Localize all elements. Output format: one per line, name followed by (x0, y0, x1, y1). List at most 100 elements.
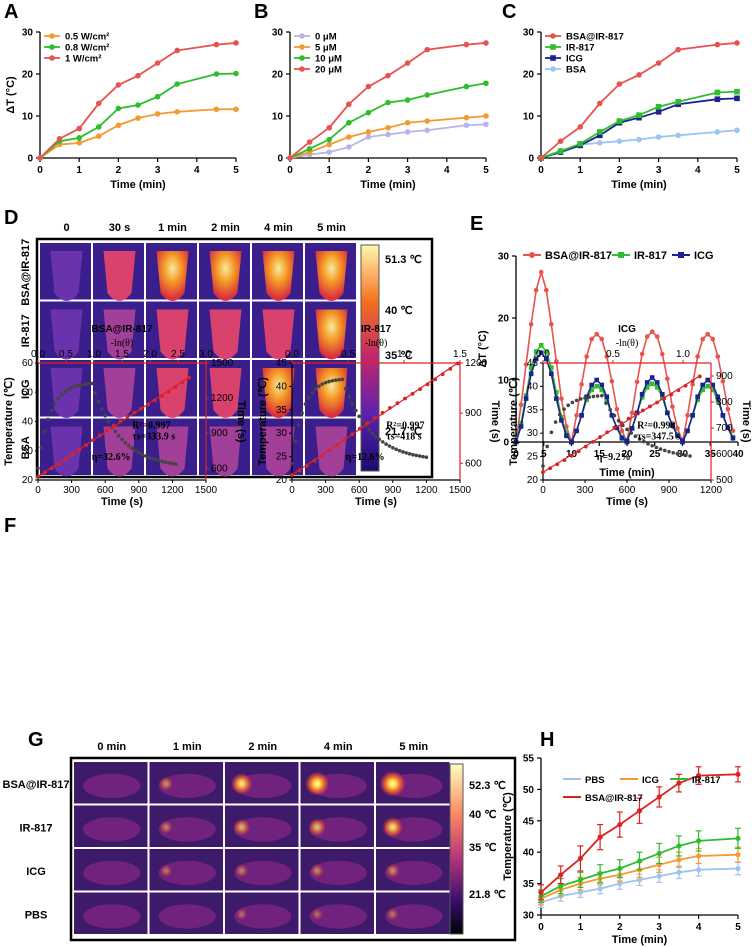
data-point (617, 881, 623, 887)
row-label: IR-817 (19, 822, 52, 834)
data-point (326, 124, 333, 131)
data-point (365, 109, 372, 116)
legend-marker (550, 44, 556, 50)
x-tick-label: 1 (577, 165, 583, 176)
data-point (584, 397, 589, 403)
y-tick-label: 30 (272, 28, 284, 39)
data-point (135, 115, 141, 121)
data-point (549, 371, 554, 377)
temperature-point (163, 460, 168, 465)
x-tick-label: 4 (444, 165, 450, 176)
hot-spot (310, 863, 324, 878)
data-point (597, 129, 603, 135)
temperature-point (401, 450, 405, 454)
fit-point (312, 458, 317, 463)
x-tick-label: 3 (656, 165, 662, 176)
mouse-body (83, 773, 141, 799)
x-tick-label: 600 (97, 485, 114, 496)
data-point (639, 351, 645, 357)
temperature-point (604, 401, 608, 405)
temperature-point (56, 396, 60, 401)
temperature-point (307, 395, 311, 400)
panel-label-g: G (28, 729, 44, 751)
temperature-point (93, 391, 97, 395)
temperature-point (595, 394, 600, 398)
data-point (523, 396, 529, 401)
data-point (676, 857, 682, 863)
temperature-point (303, 402, 308, 406)
temperature-point (387, 444, 392, 448)
data-point (734, 88, 740, 95)
data-point (365, 134, 372, 140)
data-point (424, 92, 431, 98)
temperature-point (293, 439, 298, 444)
column-label: 1 min (173, 741, 202, 753)
r-squared-label: R²=0.998 (637, 421, 675, 432)
fit-point (633, 412, 638, 417)
y-tick-label: 30 (22, 446, 34, 457)
legend-label: IR-817 (692, 775, 721, 786)
x-tick-label: 2 (617, 165, 623, 176)
data-point (597, 140, 603, 146)
data-point (533, 349, 539, 354)
data-point (725, 425, 731, 431)
series-line-PBS (540, 867, 739, 904)
x-tick-label: 5 (734, 165, 740, 176)
data-point (670, 404, 675, 409)
y-tick-label: 40 (527, 381, 539, 392)
data-point (346, 101, 352, 108)
fit-point (669, 392, 674, 397)
data-point (597, 100, 603, 107)
column-label: 5 min (399, 741, 428, 753)
data-point (365, 129, 372, 135)
data-point (523, 362, 529, 367)
x-tick-label: 0 (35, 485, 41, 496)
legend-label: 20 μM (315, 65, 342, 76)
y-tick-label: 30 (276, 428, 288, 439)
data-point (579, 382, 584, 387)
chart-f-icg: 0 300 600 900 1200 20 25 30 35 40 450.0 0.5 1.0 500 60… (508, 324, 752, 508)
data-point (599, 387, 605, 393)
data-point (676, 869, 682, 875)
temperature-point (367, 428, 372, 432)
x-tick-label: 600 (351, 485, 368, 496)
data-point (720, 413, 726, 418)
data-point (655, 134, 662, 140)
series-line-IR-817 (540, 90, 738, 159)
column-label: 1 min (158, 222, 187, 234)
fit-point (305, 463, 309, 468)
fit-point (357, 426, 362, 431)
y-tick-label: 10 (498, 376, 510, 387)
x-tick-label: 3 (656, 922, 662, 933)
row-label: ICG (20, 379, 32, 399)
temperature-point (76, 383, 81, 388)
data-point (584, 394, 589, 400)
data-point (154, 60, 161, 66)
data-point (483, 121, 489, 128)
series-line-0.8 W/cm² (39, 72, 237, 159)
right-tick-label: 900 (465, 408, 482, 419)
y-tick-label: 0 (27, 154, 33, 165)
right-tick-label: 800 (716, 397, 733, 408)
fit-point (555, 462, 560, 467)
data-point (463, 83, 470, 90)
temperature-point (42, 429, 47, 434)
temperature-point (130, 446, 134, 451)
data-point (346, 119, 352, 126)
fit-point (562, 458, 567, 463)
data-point (213, 41, 220, 48)
temperature-point (343, 386, 348, 391)
tube-sample (209, 251, 242, 301)
data-point (676, 780, 682, 786)
eta-label: η=12.6% (346, 452, 385, 463)
x-tick-label: 1200 (700, 485, 723, 496)
scale-label: 35 ℃ (385, 350, 413, 362)
fit-point (662, 396, 667, 401)
x-tick-label: 1 (326, 165, 332, 176)
temperature-point (579, 397, 583, 401)
data-point (543, 356, 549, 362)
data-point (636, 72, 642, 78)
data-point (594, 383, 600, 389)
data-point (734, 95, 740, 102)
temperature-point (170, 461, 175, 466)
